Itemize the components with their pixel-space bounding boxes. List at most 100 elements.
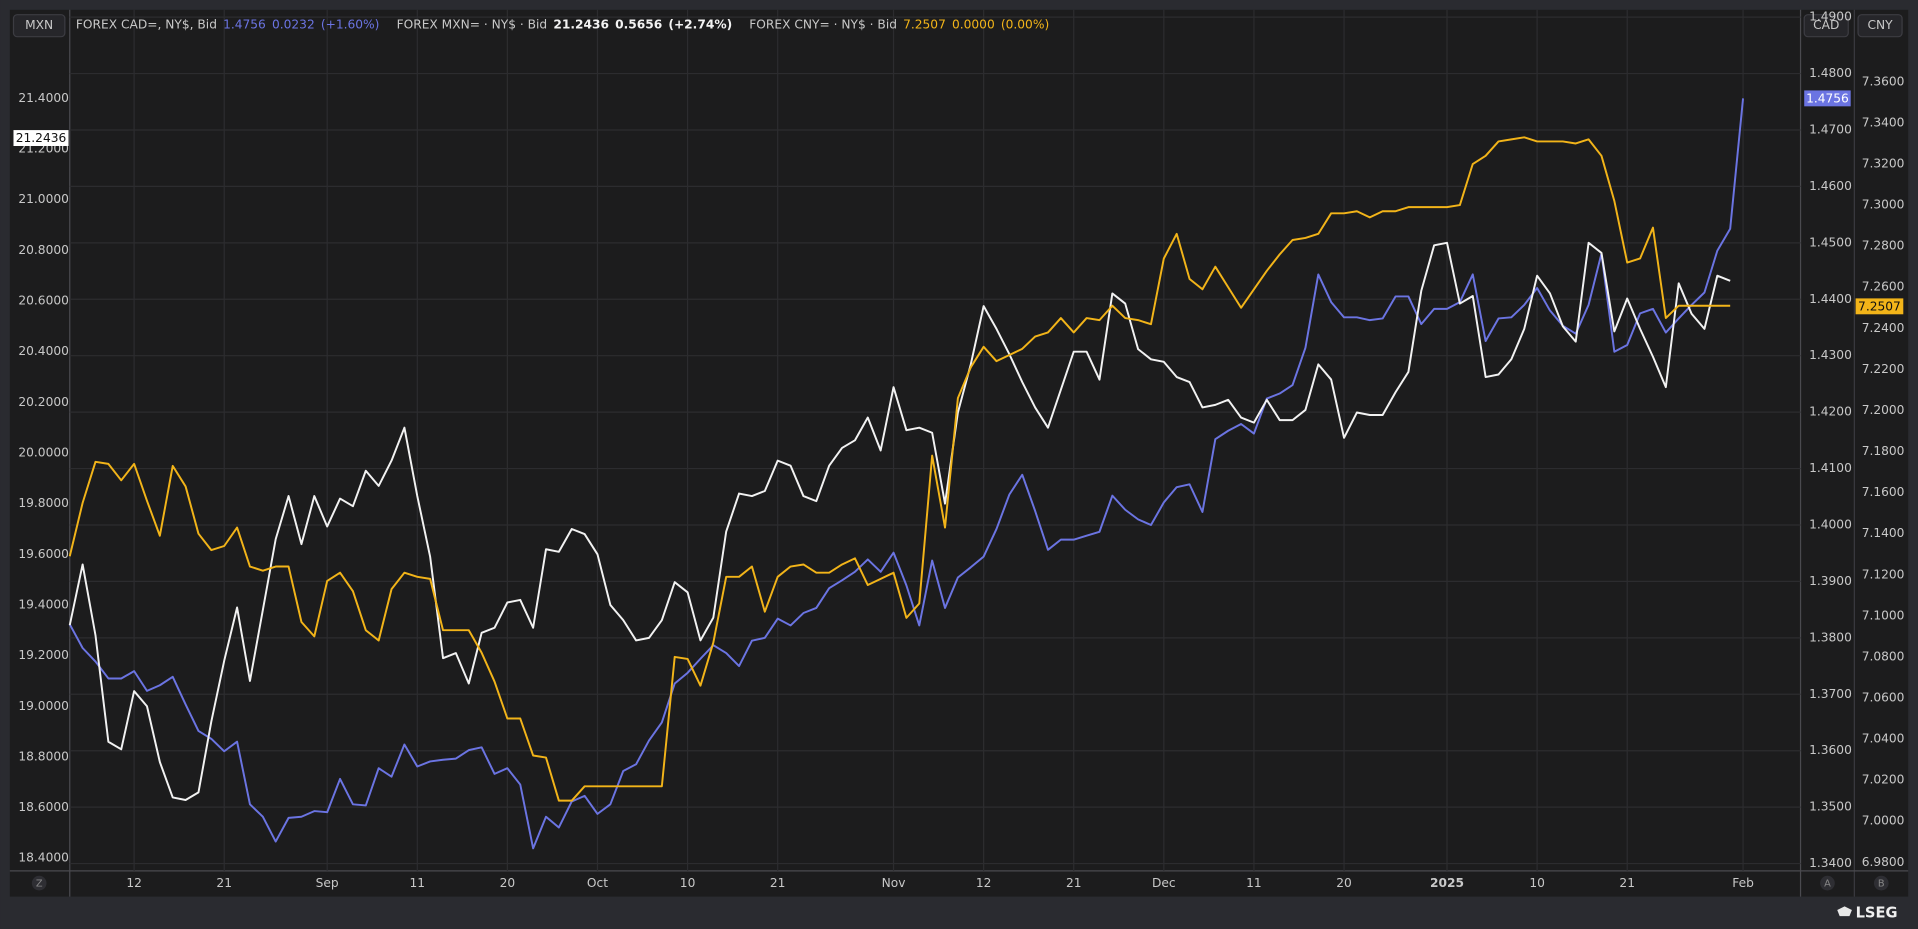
y-tick-label: 7.2000 [1862, 403, 1905, 417]
price-marker [1855, 298, 1904, 315]
y-tick-label: 1.4400 [1809, 292, 1852, 306]
y-tick-label: 20.8000 [18, 243, 69, 257]
y-tick-label: 21.0000 [18, 192, 69, 206]
y-tick-label: 1.4200 [1809, 405, 1852, 419]
x-tick-label: Sep [316, 876, 339, 890]
x-tick-label: 11 [410, 876, 426, 890]
price-marker-label: 7.2507 [1858, 299, 1901, 313]
legend-name: FOREX CAD=, NY$, Bid [76, 18, 217, 32]
button[interactable] [31, 875, 47, 891]
legend-value: 21.2436 [553, 18, 609, 32]
x-tick-label: 21 [1619, 876, 1635, 890]
axis-button[interactable] [12, 14, 66, 38]
legend-value: (+2.74%) [668, 18, 732, 32]
y-tick-label: 7.1000 [1862, 608, 1905, 622]
lines [68, 98, 1745, 850]
x-tick-label: 2025 [1430, 876, 1464, 890]
axis-button[interactable] [1857, 14, 1903, 38]
series-line [68, 136, 1731, 802]
y-tick-label: 7.3400 [1862, 115, 1905, 129]
price-marker [13, 130, 69, 146]
x-tick-label: Feb [1732, 876, 1754, 890]
logo-icon [1837, 906, 1852, 917]
y-tick-label: 1.4300 [1809, 348, 1852, 362]
y-tick-label: 18.4000 [18, 851, 69, 865]
x-tick-label: 12 [976, 876, 992, 890]
legend-value: (+1.60%) [321, 18, 380, 32]
x-tick-label: Dec [1152, 876, 1176, 890]
series-line [68, 98, 1745, 850]
x-tick-label: 11 [1246, 876, 1262, 890]
series-line [68, 241, 1731, 801]
legend-value: (0.00%) [1001, 18, 1049, 32]
button[interactable] [1820, 875, 1835, 891]
button-label: Z [36, 879, 43, 890]
y-tick-label: 7.0800 [1862, 649, 1905, 663]
x-tick-label: 12 [126, 876, 142, 890]
legend-value: 0.5656 [615, 18, 662, 32]
y-tick-label: 20.6000 [18, 294, 69, 308]
y-tick-label: 7.2600 [1862, 280, 1905, 294]
x-tick-label: 21 [1066, 876, 1082, 890]
y-tick-label: 19.4000 [18, 597, 69, 611]
y-tick-label: 7.1800 [1862, 444, 1905, 458]
button[interactable] [1873, 875, 1889, 891]
y-tick-label: 20.0000 [18, 446, 69, 460]
legend-name: FOREX MXN= · NY$ · Bid [397, 18, 548, 32]
y-tick-label: 1.4600 [1809, 179, 1852, 193]
x-tick-label: 21 [216, 876, 232, 890]
y-tick-label: 1.4900 [1809, 10, 1852, 24]
chart-panel [9, 9, 1909, 897]
legend-name: FOREX CNY= · NY$ · Bid [749, 18, 897, 32]
x-tick-label: Oct [587, 876, 608, 890]
y-tick-label: 19.0000 [18, 699, 69, 713]
y-tick-label: 1.4100 [1809, 461, 1852, 475]
y-tick-label: 20.4000 [18, 344, 69, 358]
y-tick-label: 7.3000 [1862, 198, 1905, 212]
y-tick-label: 19.6000 [18, 547, 69, 561]
y-tick-label: 20.2000 [18, 395, 69, 409]
y-tick-label: 1.4000 [1809, 517, 1852, 531]
axis-button[interactable] [1803, 14, 1849, 38]
y-tick-label: 19.8000 [18, 496, 69, 510]
legend-value: 7.2507 [903, 18, 946, 32]
y-tick-label: 21.4000 [18, 91, 69, 105]
x-tick-label: 20 [500, 876, 516, 890]
legend-value: 1.4756 [223, 18, 266, 32]
price-marker-label: 1.4756 [1806, 91, 1849, 105]
y-tick-label: 18.6000 [18, 800, 69, 814]
price-marker [1804, 90, 1851, 107]
axis-label: CAD [1813, 18, 1839, 32]
y-tick-label: 6.9800 [1862, 855, 1905, 869]
y-tick-label: 7.1400 [1862, 526, 1905, 540]
y-tick-label: 7.2400 [1862, 321, 1905, 335]
axis-label: CNY [1867, 18, 1893, 32]
y-tick-label: 1.3500 [1809, 800, 1852, 814]
y-tick-label: 1.3700 [1809, 687, 1852, 701]
y-tick-label: 7.2200 [1862, 362, 1905, 376]
logo: LSEG [1856, 905, 1898, 922]
x-tick-label: 10 [1529, 876, 1545, 890]
x-tick-label: 10 [680, 876, 696, 890]
grid [69, 9, 1801, 871]
y-tick-label: 7.0600 [1862, 690, 1905, 704]
y-tick-label: 7.0200 [1862, 773, 1905, 787]
y-tick-label: 19.2000 [18, 648, 69, 662]
y-tick-label: 7.3200 [1862, 157, 1905, 171]
y-tick-label: 7.1200 [1862, 567, 1905, 581]
y-tick-label: 1.3800 [1809, 630, 1852, 644]
y-tick-label: 7.3600 [1862, 74, 1905, 88]
axis-label: MXN [25, 18, 53, 32]
button-label: A [1824, 879, 1831, 890]
x-tick-label: 21 [770, 876, 786, 890]
legend-value: 0.0232 [272, 18, 315, 32]
legend-value: 0.0000 [952, 18, 995, 32]
y-tick-label: 7.0000 [1862, 814, 1905, 828]
y-tick-label: 1.4800 [1809, 66, 1852, 80]
y-tick-label: 7.2800 [1862, 239, 1905, 253]
price-marker-label: 21.2436 [16, 131, 67, 145]
x-tick-label: 20 [1336, 876, 1352, 890]
y-tick-label: 1.3600 [1809, 743, 1852, 757]
